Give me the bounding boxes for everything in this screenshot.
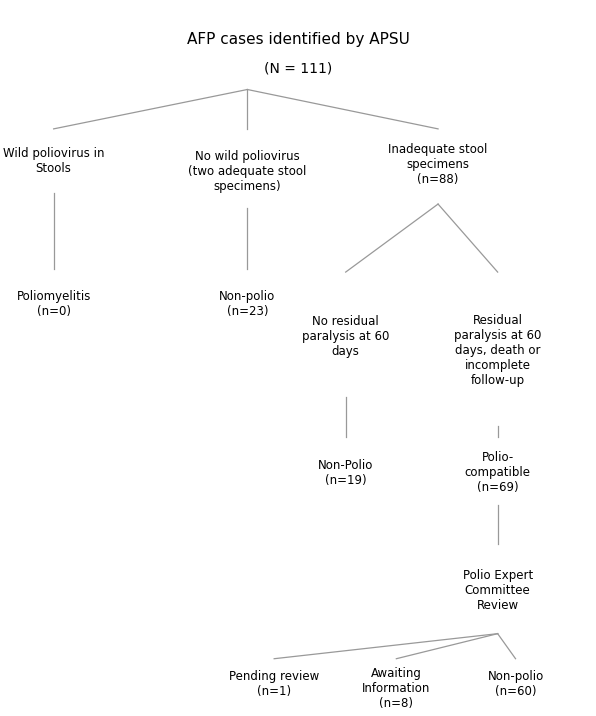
Text: (N = 111): (N = 111) (264, 61, 332, 75)
Text: Non-polio
(n=23): Non-polio (n=23) (219, 290, 275, 319)
Text: Pending review
(n=1): Pending review (n=1) (229, 669, 319, 698)
Text: Poliomyelitis
(n=0): Poliomyelitis (n=0) (17, 290, 91, 319)
Text: Polio Expert
Committee
Review: Polio Expert Committee Review (462, 569, 533, 612)
Text: AFP cases identified by APSU: AFP cases identified by APSU (187, 32, 409, 47)
Text: Polio-
compatible
(n=69): Polio- compatible (n=69) (465, 451, 530, 494)
Text: No residual
paralysis at 60
days: No residual paralysis at 60 days (302, 315, 389, 358)
Text: Non-polio
(n=60): Non-polio (n=60) (488, 669, 544, 698)
Text: Inadequate stool
specimens
(n=88): Inadequate stool specimens (n=88) (389, 143, 488, 186)
Text: Residual
paralysis at 60
days, death or
incomplete
follow-up: Residual paralysis at 60 days, death or … (454, 314, 541, 387)
Text: Awaiting
Information
(n=8): Awaiting Information (n=8) (362, 667, 430, 710)
Text: Non-Polio
(n=19): Non-Polio (n=19) (318, 458, 373, 487)
Text: No wild poliovirus
(two adequate stool
specimens): No wild poliovirus (two adequate stool s… (188, 150, 306, 193)
Text: Wild poliovirus in
Stools: Wild poliovirus in Stools (3, 147, 104, 175)
